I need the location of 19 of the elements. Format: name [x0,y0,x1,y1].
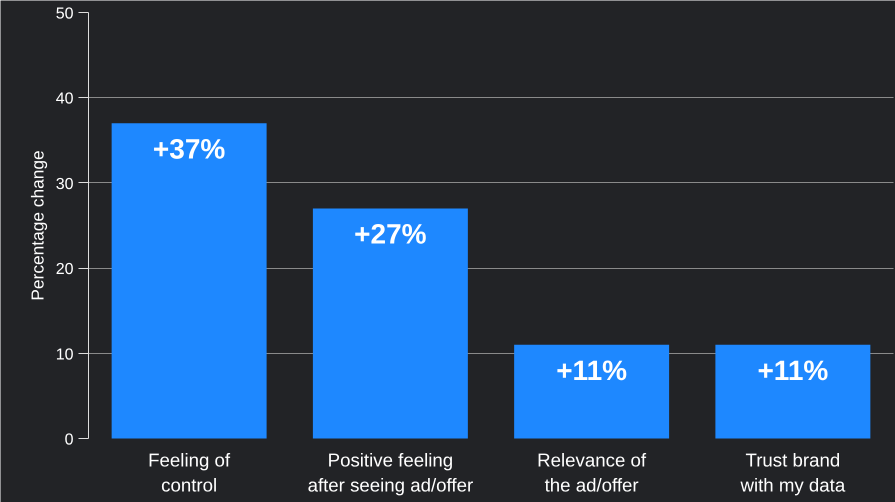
x-tick-label: Positive feeling after seeing ad/offer [308,450,474,496]
y-tick-label: 50 [56,6,74,22]
data-label: +37% [152,133,226,164]
bar [112,123,267,438]
y-tick-label: 30 [56,176,74,193]
y-tick-label: 20 [56,261,74,278]
y-tick-label: 0 [64,432,74,448]
y-axis-title: Percentage change [28,150,48,301]
x-tick-label: Relevance of the ad/offer [537,450,647,496]
y-tick-label: 40 [56,90,74,108]
data-label: +11% [556,355,628,386]
data-label: +11% [757,355,828,386]
y-tick-label: 10 [56,346,74,364]
data-label: +27% [354,218,427,250]
bar [514,344,670,438]
x-tick-label: Trust brand with my data [740,450,846,496]
bar [312,208,468,438]
x-tick-label: Feeling of control [148,450,231,496]
bar [715,344,870,438]
